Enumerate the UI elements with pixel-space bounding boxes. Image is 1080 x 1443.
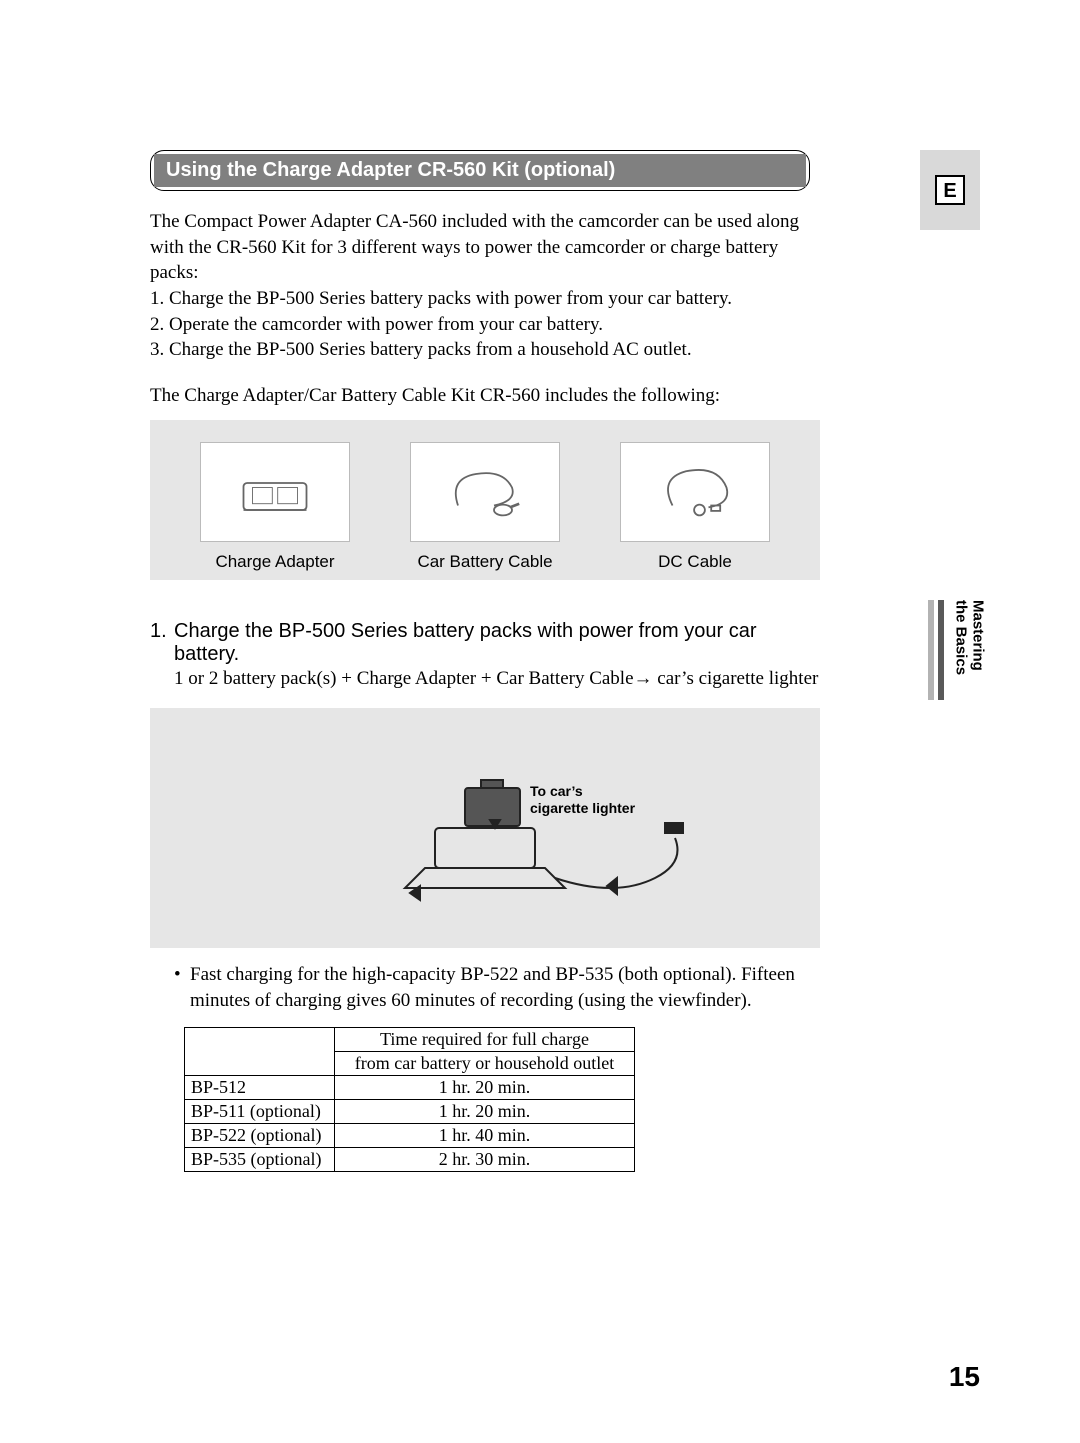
table-cell-model: BP-522 (optional) xyxy=(185,1124,335,1148)
car-cable-icon xyxy=(410,442,560,542)
diagram-label-line2: cigarette lighter xyxy=(530,800,635,816)
bullet-icon: • xyxy=(174,962,190,1013)
tab-line2: the Basics xyxy=(952,600,969,675)
diagram-label-line1: To car’s xyxy=(530,783,583,799)
kit-item-caption: DC Cable xyxy=(620,552,770,572)
table-cell-model: BP-512 xyxy=(185,1076,335,1100)
section-header: Using the Charge Adapter CR-560 Kit (opt… xyxy=(150,150,810,191)
step-title-text: Charge the BP-500 Series battery packs w… xyxy=(174,620,810,666)
step-description: 1 or 2 battery pack(s) + Charge Adapter … xyxy=(174,666,824,692)
tab-stripe-dark xyxy=(938,600,944,700)
intro-list: 1. Charge the BP-500 Series battery pack… xyxy=(150,286,800,363)
list-item: 3. Charge the BP-500 Series battery pack… xyxy=(150,337,800,363)
table-header-line1: Time required for full charge xyxy=(335,1028,635,1052)
page-number: 15 xyxy=(949,1361,980,1393)
charge-time-table: Time required for full charge from car b… xyxy=(184,1027,635,1172)
table-row: BP-535 (optional) 2 hr. 30 min. xyxy=(185,1148,635,1172)
step-diagram: To car’s cigarette lighter xyxy=(150,708,820,948)
table-row: BP-511 (optional) 1 hr. 20 min. xyxy=(185,1100,635,1124)
kit-item-caption: Car Battery Cable xyxy=(410,552,560,572)
list-item: 1. Charge the BP-500 Series battery pack… xyxy=(150,286,800,312)
kit-item-caption: Charge Adapter xyxy=(200,552,350,572)
table-cell-time: 1 hr. 20 min. xyxy=(335,1100,635,1124)
language-badge: E xyxy=(920,150,980,230)
table-cell-time: 1 hr. 20 min. xyxy=(335,1076,635,1100)
diagram-label: To car’s cigarette lighter xyxy=(530,783,635,817)
table-cell-model: BP-511 (optional) xyxy=(185,1100,335,1124)
intro-paragraph: The Compact Power Adapter CA-560 include… xyxy=(150,209,800,286)
list-item: 2. Operate the camcorder with power from… xyxy=(150,312,800,338)
table-header-line2: from car battery or household outlet xyxy=(335,1052,635,1076)
step-heading: 1. Charge the BP-500 Series battery pack… xyxy=(150,620,810,666)
table-cell-time: 1 hr. 40 min. xyxy=(335,1124,635,1148)
dc-cable-icon xyxy=(620,442,770,542)
table-row: BP-512 1 hr. 20 min. xyxy=(185,1076,635,1100)
kit-items-strip: Charge Adapter Car Battery Cable DC Cabl… xyxy=(150,420,820,580)
kit-item: Car Battery Cable xyxy=(410,442,560,572)
fast-charge-note: • Fast charging for the high-capacity BP… xyxy=(174,962,834,1013)
fast-charge-text: Fast charging for the high-capacity BP-5… xyxy=(190,962,834,1013)
tab-text: Mastering the Basics xyxy=(952,600,987,710)
table-cell-model: BP-535 (optional) xyxy=(185,1148,335,1172)
table-row: BP-522 (optional) 1 hr. 40 min. xyxy=(185,1124,635,1148)
table-cell-time: 2 hr. 30 min. xyxy=(335,1148,635,1172)
section-tab: Mastering the Basics xyxy=(928,600,988,710)
kit-includes-line: The Charge Adapter/Car Battery Cable Kit… xyxy=(150,383,800,409)
language-letter: E xyxy=(935,175,965,205)
section-title: Using the Charge Adapter CR-560 Kit (opt… xyxy=(154,154,806,187)
kit-item: Charge Adapter xyxy=(200,442,350,572)
kit-item: DC Cable xyxy=(620,442,770,572)
tab-stripe-light xyxy=(928,600,934,700)
charge-adapter-icon xyxy=(200,442,350,542)
step-number: 1. xyxy=(150,620,174,666)
table-header-blank xyxy=(185,1028,335,1076)
tab-line1: Mastering xyxy=(970,600,987,671)
